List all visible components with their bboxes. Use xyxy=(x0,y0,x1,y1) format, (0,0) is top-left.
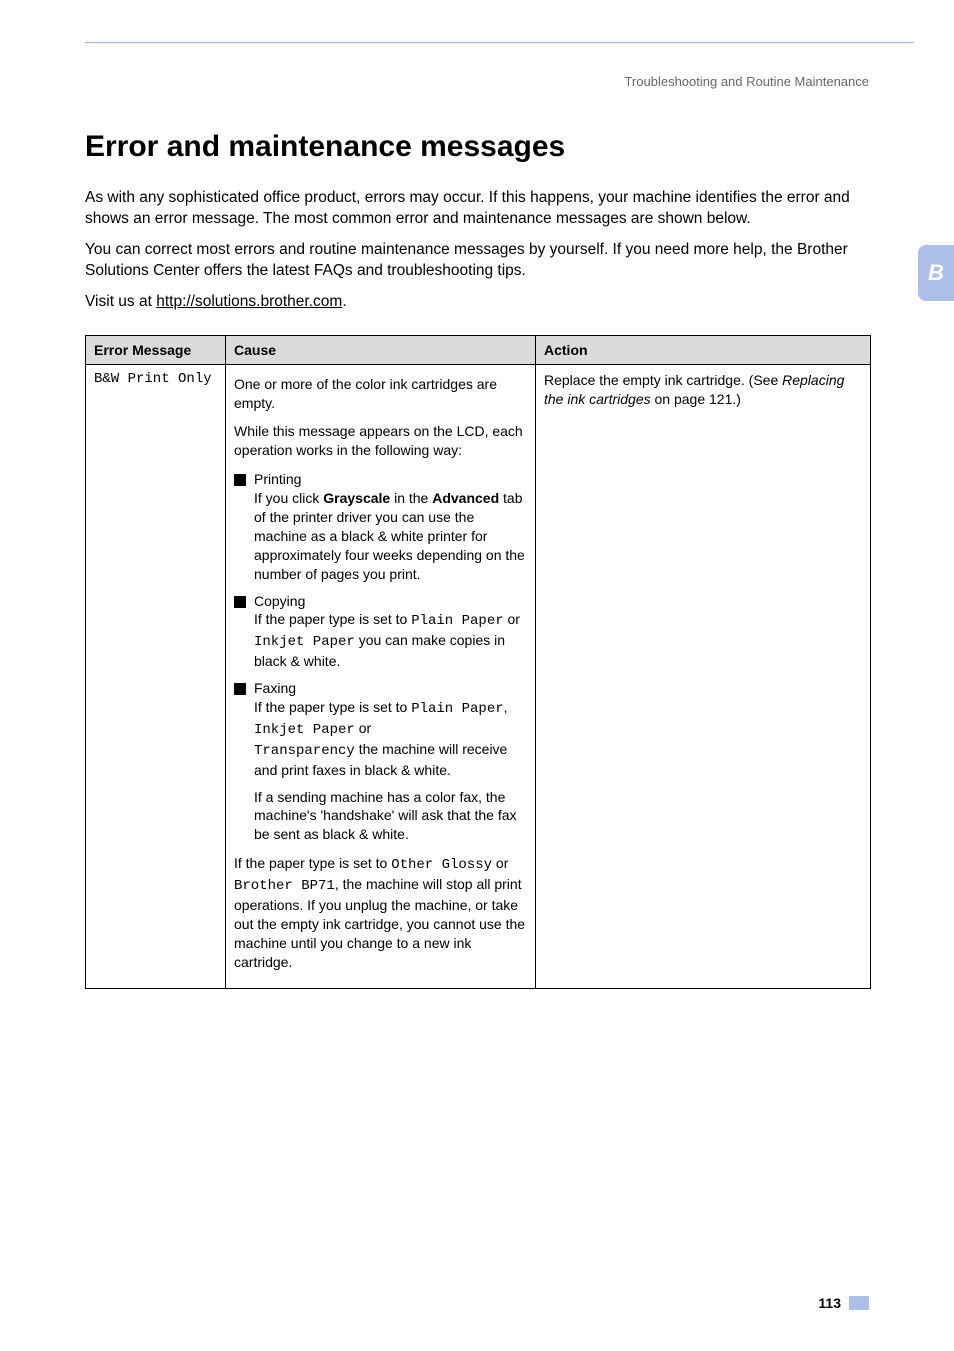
bullet1-a: If you click xyxy=(254,490,323,506)
solutions-link[interactable]: http://solutions.brother.com xyxy=(156,293,342,310)
bullet3-head: Faxing xyxy=(254,680,296,696)
bullet3-a: If the paper type is set to xyxy=(254,699,411,715)
bullet-icon xyxy=(234,683,246,695)
error-code: B&W Print Only xyxy=(86,364,226,988)
cause-p2: While this message appears on the LCD, e… xyxy=(234,422,527,460)
intro-p3-post: . xyxy=(342,293,346,310)
cause-p1: One or more of the color ink cartridges … xyxy=(234,375,527,413)
page-number: 113 xyxy=(818,1295,869,1311)
bullet2-b: Plain Paper xyxy=(411,613,503,629)
th-error: Error Message xyxy=(86,335,226,364)
action-c: on page 121.) xyxy=(651,391,741,407)
cause-p3: If a sending machine has a color fax, th… xyxy=(254,788,527,845)
cause-p4-d: Brother BP71 xyxy=(234,878,335,894)
bullet1-b: Grayscale xyxy=(323,490,390,506)
bullet3-d: Inkjet Paper xyxy=(254,722,355,738)
bullet-icon xyxy=(234,596,246,608)
error-messages-table: Error Message Cause Action B&W Print Onl… xyxy=(85,335,871,989)
action-a: Replace the empty ink cartridge. (See xyxy=(544,372,782,388)
cause-p4-a: If the paper type is set to xyxy=(234,855,391,871)
action-cell: Replace the empty ink cartridge. (See Re… xyxy=(536,364,871,988)
bullet-printing: Printing If you click Grayscale in the A… xyxy=(234,470,527,583)
intro-paragraph-1: As with any sophisticated office product… xyxy=(85,188,871,230)
bullet2-a: If the paper type is set to xyxy=(254,611,411,627)
cause-p4-b: Other Glossy xyxy=(391,857,492,873)
bullet-faxing: Faxing If the paper type is set to Plain… xyxy=(234,679,527,779)
intro-paragraph-3: Visit us at http://solutions.brother.com… xyxy=(85,292,871,313)
cause-cell: One or more of the color ink cartridges … xyxy=(226,364,536,988)
bullet3-b: Plain Paper xyxy=(411,701,503,717)
intro-p3-pre: Visit us at xyxy=(85,293,156,310)
bullet1-head: Printing xyxy=(254,471,301,487)
cause-p4-c: or xyxy=(492,855,508,871)
th-cause: Cause xyxy=(226,335,536,364)
table-row: B&W Print Only One or more of the color … xyxy=(86,364,871,988)
bullet-icon xyxy=(234,474,246,486)
bullet2-head: Copying xyxy=(254,593,305,609)
breadcrumb: Troubleshooting and Routine Maintenance xyxy=(624,74,869,89)
page-heading: Error and maintenance messages xyxy=(85,130,871,164)
bullet3-c: , xyxy=(504,699,508,715)
bullet1-c: in the xyxy=(390,490,432,506)
cause-p4: If the paper type is set to Other Glossy… xyxy=(234,854,527,971)
intro-paragraph-2: You can correct most errors and routine … xyxy=(85,240,871,282)
page-accent-icon xyxy=(849,1296,869,1310)
bullet-copying: Copying If the paper type is set to Plai… xyxy=(234,592,527,672)
bullet3-e: or xyxy=(355,720,371,736)
bullet2-c: or xyxy=(504,611,520,627)
th-action: Action xyxy=(536,335,871,364)
bullet3-f: Transparency xyxy=(254,743,355,759)
bullet1-d: Advanced xyxy=(432,490,499,506)
section-tab: B xyxy=(918,245,954,301)
bullet2-d: Inkjet Paper xyxy=(254,634,355,650)
page-number-value: 113 xyxy=(818,1295,841,1311)
